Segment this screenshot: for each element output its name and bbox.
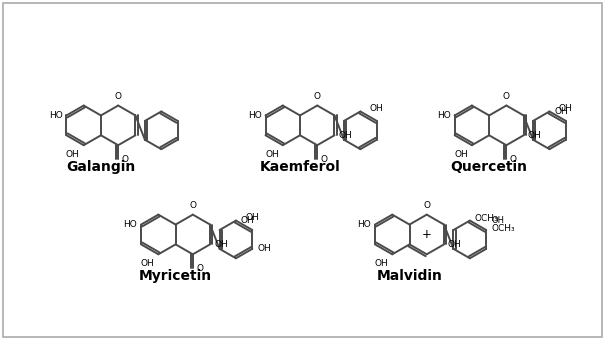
Text: O: O bbox=[424, 201, 430, 210]
Text: OH: OH bbox=[214, 240, 228, 249]
Text: OCH₃: OCH₃ bbox=[475, 214, 499, 223]
Text: OH: OH bbox=[338, 131, 352, 140]
Text: Galangin: Galangin bbox=[67, 160, 136, 174]
Text: HO: HO bbox=[248, 111, 261, 120]
Text: O: O bbox=[115, 91, 122, 101]
Text: OH: OH bbox=[491, 216, 504, 225]
Text: O: O bbox=[196, 264, 203, 273]
Text: O: O bbox=[503, 91, 510, 101]
Text: O: O bbox=[314, 91, 321, 101]
Text: O: O bbox=[510, 155, 517, 164]
Text: OH: OH bbox=[257, 244, 271, 253]
Text: OH: OH bbox=[265, 150, 279, 159]
Text: HO: HO bbox=[437, 111, 451, 120]
Text: OH: OH bbox=[140, 259, 154, 268]
Text: OH: OH bbox=[241, 216, 255, 225]
Text: OH: OH bbox=[448, 240, 462, 249]
Text: HO: HO bbox=[49, 111, 62, 120]
Text: OH: OH bbox=[66, 150, 80, 159]
Text: OH: OH bbox=[559, 104, 573, 113]
Text: OH: OH bbox=[374, 259, 388, 268]
Text: OH: OH bbox=[454, 150, 468, 159]
Text: HO: HO bbox=[123, 220, 137, 229]
Text: OH: OH bbox=[370, 104, 384, 113]
Text: O: O bbox=[321, 155, 328, 164]
Text: OH: OH bbox=[246, 213, 259, 222]
Text: +: + bbox=[422, 228, 432, 241]
Text: Quercetin: Quercetin bbox=[451, 160, 528, 174]
Text: OH: OH bbox=[554, 107, 568, 116]
Text: HO: HO bbox=[358, 220, 371, 229]
Text: Kaemferol: Kaemferol bbox=[260, 160, 341, 174]
Text: OCH₃: OCH₃ bbox=[491, 223, 515, 233]
Text: Myricetin: Myricetin bbox=[139, 269, 212, 283]
Text: OH: OH bbox=[528, 131, 541, 140]
Text: O: O bbox=[189, 201, 197, 210]
Text: Malvidin: Malvidin bbox=[376, 269, 442, 283]
Text: O: O bbox=[122, 155, 129, 164]
